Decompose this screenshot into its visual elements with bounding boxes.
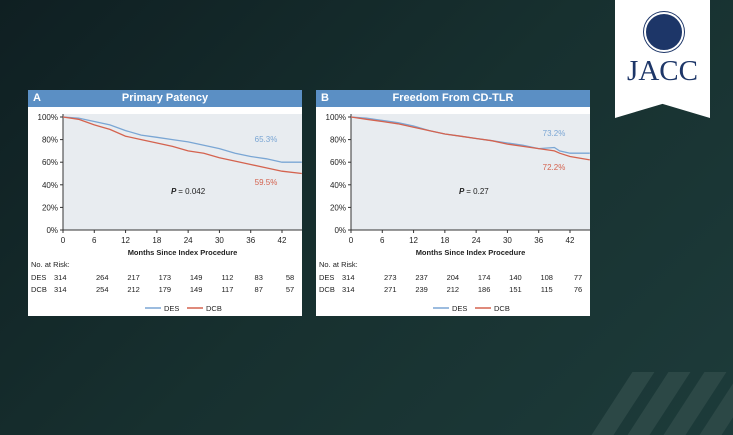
risk-value: 239	[415, 285, 428, 294]
y-tick-label: 0%	[46, 226, 58, 235]
x-tick-label: 6	[92, 236, 97, 245]
risk-value: 212	[447, 285, 460, 294]
y-tick-label: 40%	[42, 181, 58, 190]
plot-area	[63, 114, 302, 230]
km-curve-dcb	[350, 116, 590, 161]
panel-a-header: A Primary Patency	[28, 90, 302, 107]
risk-table-label: No. at Risk:	[319, 260, 358, 269]
risk-value: 271	[384, 285, 397, 294]
risk-value: 83	[255, 273, 263, 282]
p-value: P = 0.27	[459, 187, 489, 196]
risk-value: 179	[159, 285, 172, 294]
risk-value: 273	[384, 273, 397, 282]
x-tick-label: 30	[503, 236, 512, 245]
risk-value: 237	[415, 273, 428, 282]
x-tick-label: 42	[566, 236, 575, 245]
dcb-final-value: 72.2%	[543, 163, 566, 172]
x-tick-label: 18	[440, 236, 449, 245]
panel-letter: A	[33, 92, 41, 104]
chart-title: Primary Patency	[121, 92, 209, 104]
x-tick-label: 36	[246, 236, 255, 245]
x-tick-label: 12	[409, 236, 418, 245]
acc-seal-icon	[644, 12, 684, 52]
logo-text: JACC	[627, 55, 698, 87]
dcb-final-value: 59.5%	[255, 178, 278, 187]
risk-value: 58	[286, 273, 294, 282]
legend-label-dcb: DCB	[206, 304, 222, 313]
risk-value: 112	[221, 273, 233, 282]
x-tick-label: 42	[278, 236, 287, 245]
risk-row-name: DCB	[31, 285, 47, 294]
y-tick-label: 80%	[42, 136, 58, 145]
y-tick-label: 100%	[38, 113, 58, 122]
risk-value: 108	[540, 273, 553, 282]
risk-value: 217	[127, 273, 140, 282]
chart-a: 0% 20% 40% 60% 80% 100% 0 6 12 18 24 30 36 42 Months S…	[31, 113, 302, 313]
p-value: P = 0.042	[171, 187, 206, 196]
x-tick-label: 18	[152, 236, 161, 245]
chart-title: Freedom From CD-TLR	[392, 92, 514, 104]
y-tick-label: 20%	[42, 203, 58, 212]
x-tick-label: 0	[349, 236, 354, 245]
risk-row-name: DES	[319, 273, 334, 282]
risk-value: 174	[478, 273, 491, 282]
risk-row-name: DCB	[319, 285, 335, 294]
risk-row-name: DES	[31, 273, 46, 282]
risk-value: 314	[342, 285, 355, 294]
risk-value: 173	[159, 273, 172, 282]
des-final-value: 73.2%	[543, 129, 566, 138]
risk-value: 314	[342, 273, 355, 282]
risk-value: 151	[509, 285, 522, 294]
plot-area	[351, 114, 590, 230]
x-tick-label: 24	[472, 236, 481, 245]
panel-letter: B	[321, 92, 329, 104]
risk-value: 254	[96, 285, 109, 294]
x-axis-label: Months Since Index Procedure	[128, 248, 238, 257]
x-tick-label: 24	[184, 236, 193, 245]
y-tick-label: 60%	[42, 158, 58, 167]
risk-value: 314	[54, 273, 67, 282]
risk-value: 140	[509, 273, 522, 282]
x-axis-label: Months Since Index Procedure	[416, 248, 526, 257]
risk-value: 314	[54, 285, 67, 294]
risk-table-label: No. at Risk:	[31, 260, 70, 269]
y-tick-label: 20%	[330, 203, 346, 212]
x-tick-label: 36	[534, 236, 543, 245]
risk-value: 149	[190, 273, 203, 282]
risk-value: 57	[286, 285, 294, 294]
risk-value: 117	[221, 285, 233, 294]
km-curve-dcb	[62, 116, 302, 175]
legend-label-dcb: DCB	[494, 304, 510, 313]
panel-a: A Primary Patency 0% 20% 40% 60% 80% 100% 0 6 12 1…	[28, 90, 302, 316]
km-curve-des	[62, 116, 302, 163]
y-tick-label: 0%	[334, 226, 346, 235]
x-tick-label: 6	[380, 236, 385, 245]
x-tick-label: 12	[121, 236, 130, 245]
legend-label-des: DES	[164, 304, 179, 313]
panel-b: B Freedom From CD-TLR 0% 20% 40% 60% 80% 100% 0…	[316, 90, 590, 316]
risk-value: 149	[190, 285, 203, 294]
risk-value: 186	[478, 285, 491, 294]
y-tick-label: 100%	[326, 113, 346, 122]
risk-value: 87	[255, 285, 263, 294]
risk-value: 204	[447, 273, 460, 282]
y-tick-label: 60%	[330, 158, 346, 167]
y-tick-label: 40%	[330, 181, 346, 190]
risk-value: 77	[574, 273, 582, 282]
jacc-logo: JACC	[615, 0, 710, 118]
risk-value: 212	[127, 285, 140, 294]
x-tick-label: 30	[215, 236, 224, 245]
des-final-value: 65.3%	[255, 135, 278, 144]
risk-value: 115	[541, 285, 553, 294]
legend-label-des: DES	[452, 304, 467, 313]
risk-value: 76	[574, 285, 582, 294]
x-tick-label: 0	[61, 236, 66, 245]
y-tick-label: 80%	[330, 136, 346, 145]
panel-b-header: B Freedom From CD-TLR	[316, 90, 590, 107]
chart-b: 0% 20% 40% 60% 80% 100% 0 6 12 18 24 30 36 42 Months S…	[319, 113, 590, 313]
risk-value: 264	[96, 273, 109, 282]
